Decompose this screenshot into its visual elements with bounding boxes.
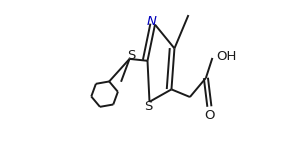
Text: S: S bbox=[145, 100, 153, 113]
Text: OH: OH bbox=[216, 50, 236, 63]
Text: O: O bbox=[204, 109, 215, 122]
Text: N: N bbox=[146, 15, 156, 28]
Text: S: S bbox=[127, 49, 135, 62]
